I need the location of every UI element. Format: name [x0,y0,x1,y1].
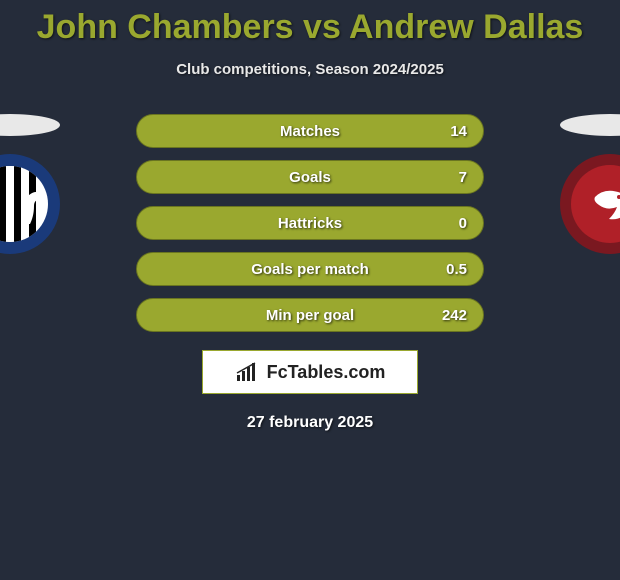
ellipse-right [560,114,620,136]
ellipse-left [0,114,60,136]
stat-bar-goals-per-match: Goals per match 0.5 [136,252,484,286]
player-right-column [560,114,620,254]
date-text: 27 february 2025 [0,414,620,432]
subtitle: Club competitions, Season 2024/2025 [0,61,620,78]
shrimp-icon [585,179,620,229]
crest-right-inner [571,165,620,243]
stat-bar-goals: Goals 7 [136,160,484,194]
stat-label: Min per goal [266,307,354,324]
stat-bar-matches: Matches 14 [136,114,484,148]
crest-left [0,154,60,254]
stat-label: Hattricks [278,215,342,232]
player-left-column [0,114,60,254]
stat-bar-min-per-goal: Min per goal 242 [136,298,484,332]
crest-right [560,154,620,254]
stat-label: Goals per match [251,261,369,278]
stat-value-right: 0.5 [446,261,467,278]
stat-value-right: 14 [450,123,467,140]
stat-bars: Matches 14 Goals 7 Hattricks 0 Goals per… [136,114,484,332]
horse-icon [16,186,46,226]
stat-bar-hattricks: Hattricks 0 [136,206,484,240]
source-logo-box: FcTables.com [202,350,418,394]
bar-chart-icon [235,361,261,383]
comparison-content: Matches 14 Goals 7 Hattricks 0 Goals per… [0,114,620,432]
stat-value-right: 7 [459,169,467,186]
source-logo-text: FcTables.com [267,362,386,383]
stat-label: Goals [289,169,331,186]
stat-value-right: 0 [459,215,467,232]
stat-label: Matches [280,123,340,140]
page-title: John Chambers vs Andrew Dallas [0,0,620,47]
stat-value-right: 242 [442,307,467,324]
